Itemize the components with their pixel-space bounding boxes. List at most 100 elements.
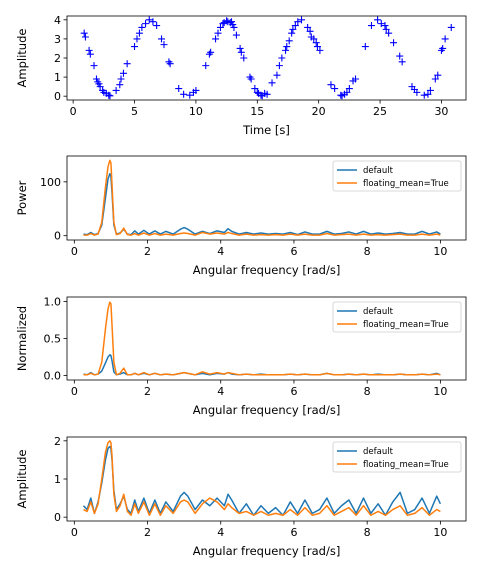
x-tick-label: 2 bbox=[144, 526, 151, 539]
data-point bbox=[304, 23, 312, 31]
y-tick-label: 0.5 bbox=[44, 333, 62, 346]
data-point bbox=[288, 29, 296, 37]
data-point bbox=[310, 35, 318, 43]
data-point bbox=[434, 71, 442, 79]
x-tick-label: 10 bbox=[433, 526, 447, 539]
plot-frame bbox=[66, 155, 467, 241]
x-tick-label: 0 bbox=[71, 526, 78, 539]
data-point bbox=[337, 91, 345, 99]
data-point bbox=[96, 83, 104, 91]
data-point bbox=[312, 39, 320, 47]
data-point bbox=[263, 90, 271, 98]
y-tick-label: 1 bbox=[54, 71, 61, 84]
legend-entry: default bbox=[363, 307, 394, 317]
data-point bbox=[112, 86, 120, 94]
data-point bbox=[117, 75, 125, 83]
data-point bbox=[297, 16, 305, 24]
y-axis-label: Amplitude bbox=[15, 450, 29, 509]
data-point bbox=[247, 75, 255, 83]
x-tick-label: 0 bbox=[71, 245, 78, 258]
y-axis-label: Normalized bbox=[15, 306, 29, 371]
data-point bbox=[352, 75, 360, 83]
data-point bbox=[327, 81, 335, 89]
y-tick-label: 3 bbox=[54, 33, 61, 46]
data-point bbox=[268, 79, 276, 87]
data-point bbox=[230, 23, 238, 31]
x-tick-label: 8 bbox=[364, 385, 371, 398]
legend-entry: default bbox=[363, 447, 394, 457]
x-tick-label: 2 bbox=[144, 385, 151, 398]
data-point bbox=[283, 43, 291, 51]
time-series-panel: 0 5 10 15 20 25 30 0 1 2 3 4 Time [s] Amplitude bbox=[15, 14, 467, 137]
x-axis-label: Angular frequency [rad/s] bbox=[193, 403, 341, 417]
legend-box bbox=[332, 160, 462, 192]
data-point bbox=[158, 35, 166, 43]
data-point bbox=[253, 88, 261, 96]
data-point bbox=[214, 29, 222, 37]
x-tick-label: 4 bbox=[217, 526, 224, 539]
legend-entry: default bbox=[363, 166, 394, 176]
data-point bbox=[106, 92, 114, 100]
data-point bbox=[123, 60, 131, 68]
data-point bbox=[180, 90, 188, 98]
x-axis-label: Angular frequency [rad/s] bbox=[193, 263, 341, 277]
data-point bbox=[81, 33, 89, 41]
data-point bbox=[367, 22, 375, 30]
data-point bbox=[424, 90, 432, 98]
data-point bbox=[175, 85, 183, 93]
x-tick-label: 6 bbox=[290, 526, 297, 539]
data-point bbox=[441, 35, 449, 43]
data-point bbox=[291, 22, 299, 30]
data-point bbox=[85, 46, 93, 54]
series-line-floating-mean bbox=[83, 159, 441, 236]
x-tick-label: 6 bbox=[290, 245, 297, 258]
data-point bbox=[142, 20, 150, 28]
data-point bbox=[232, 31, 240, 39]
data-point bbox=[396, 52, 404, 60]
data-point bbox=[343, 88, 351, 96]
data-point bbox=[153, 22, 161, 30]
data-point bbox=[149, 18, 157, 26]
data-point bbox=[192, 86, 200, 94]
y-tick-label: 2 bbox=[54, 52, 61, 65]
data-point bbox=[413, 88, 421, 96]
x-axis-label: Angular frequency [rad/s] bbox=[193, 544, 341, 558]
data-point bbox=[331, 85, 339, 93]
data-point bbox=[420, 91, 428, 99]
data-point bbox=[390, 39, 398, 47]
x-tick-label: 8 bbox=[364, 526, 371, 539]
data-point bbox=[237, 48, 245, 56]
data-point bbox=[145, 16, 153, 24]
data-point bbox=[431, 75, 439, 83]
legend-box bbox=[332, 441, 462, 473]
data-point bbox=[160, 41, 168, 49]
legend: default floating_mean=True bbox=[332, 441, 462, 473]
x-tick-label: 8 bbox=[364, 245, 371, 258]
plot-frame bbox=[66, 15, 467, 101]
series-line-default bbox=[83, 354, 441, 376]
x-tick-label: 0 bbox=[71, 385, 78, 398]
y-tick-label: 0 bbox=[54, 230, 61, 243]
y-tick-label: 0 bbox=[54, 90, 61, 103]
legend-entry: floating_mean=True bbox=[363, 460, 449, 470]
data-point bbox=[80, 29, 88, 37]
y-tick-label: 100 bbox=[40, 176, 61, 189]
legend-box bbox=[332, 301, 462, 333]
data-point bbox=[377, 20, 385, 28]
data-point bbox=[316, 46, 324, 54]
data-point bbox=[257, 91, 265, 99]
data-point bbox=[278, 54, 286, 62]
legend: default floating_mean=True bbox=[332, 160, 462, 192]
x-axis-label: Time [s] bbox=[242, 123, 290, 137]
data-point bbox=[345, 85, 353, 93]
legend-entry: floating_mean=True bbox=[363, 179, 449, 189]
x-tick-label: 10 bbox=[433, 245, 447, 258]
data-point bbox=[240, 54, 248, 62]
data-point bbox=[236, 44, 244, 52]
data-point bbox=[219, 20, 227, 28]
data-point bbox=[138, 23, 146, 31]
data-point bbox=[251, 85, 259, 93]
x-tick-label: 10 bbox=[189, 105, 203, 118]
